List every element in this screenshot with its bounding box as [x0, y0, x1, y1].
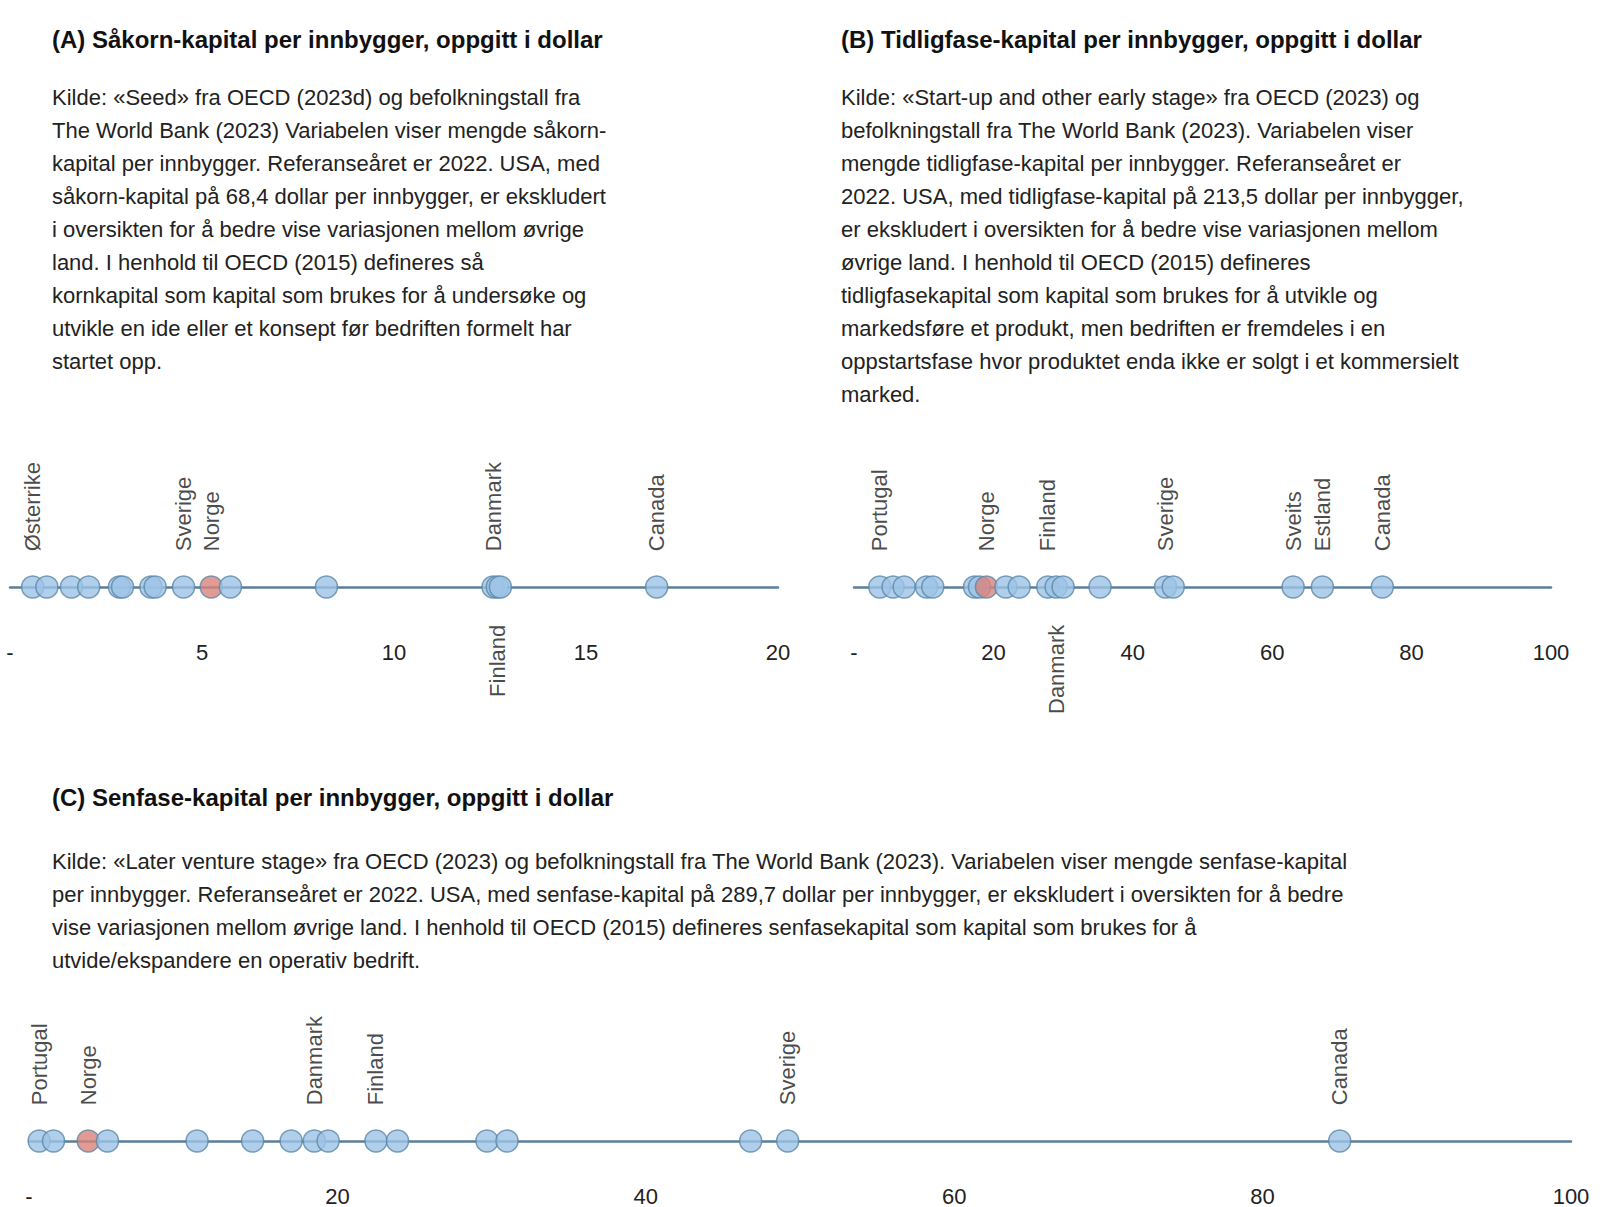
svg-text:Sverige: Sverige — [775, 1031, 800, 1106]
svg-text:utvide/ekspandere en operativ: utvide/ekspandere en operativ bedrift. — [52, 948, 420, 973]
svg-text:tidligfasekapital som kapital: tidligfasekapital som kapital som brukes… — [841, 283, 1378, 308]
svg-text:såkorn-kapital på 68,4 dollar: såkorn-kapital på 68,4 dollar per innbyg… — [52, 184, 606, 209]
svg-text:oppstartsfase hvor produktet e: oppstartsfase hvor produktet enda ikke e… — [841, 349, 1459, 374]
svg-text:Kilde: «Later venture stage» f: Kilde: «Later venture stage» fra OECD (2… — [52, 849, 1347, 874]
svg-text:Norge: Norge — [76, 1045, 101, 1105]
svg-text:Sveits: Sveits — [1281, 491, 1306, 551]
svg-text:100: 100 — [1533, 640, 1570, 665]
svg-text:Sverige: Sverige — [1153, 477, 1178, 552]
svg-text:-: - — [6, 640, 13, 665]
svg-text:Canada: Canada — [644, 473, 669, 551]
svg-text:100: 100 — [1553, 1184, 1590, 1207]
svg-text:mengde tidligfase-kapital per: mengde tidligfase-kapital per innbygger.… — [841, 151, 1401, 176]
svg-text:60: 60 — [1260, 640, 1284, 665]
svg-text:Finland: Finland — [363, 1033, 388, 1105]
svg-text:Kilde: «Seed» fra OECD (2023d): Kilde: «Seed» fra OECD (2023d) og befolk… — [52, 85, 581, 110]
svg-text:utvikle en ide eller et konsep: utvikle en ide eller et konsept før bedr… — [52, 316, 572, 341]
svg-text:kapital per innbygger. Referan: kapital per innbygger. Referanseåret er … — [52, 151, 600, 176]
svg-text:er ekskludert i oversikten for: er ekskludert i oversikten for å bedre v… — [841, 217, 1438, 242]
svg-text:2022. USA, med tidligfase-kapi: 2022. USA, med tidligfase-kapital på 213… — [841, 184, 1464, 209]
svg-text:per innbygger. Referanseåret e: per innbygger. Referanseåret er 2022. US… — [52, 882, 1343, 907]
svg-text:60: 60 — [942, 1184, 966, 1207]
svg-text:40: 40 — [1121, 640, 1145, 665]
svg-text:i oversikten for å bedre vise: i oversikten for å bedre vise variasjone… — [52, 217, 584, 242]
svg-text:kornkapital som kapital som br: kornkapital som kapital som brukes for å… — [52, 283, 586, 308]
svg-text:Canada: Canada — [1370, 473, 1395, 551]
svg-text:Finland: Finland — [1035, 479, 1060, 551]
svg-text:befolkningstall fra The World: befolkningstall fra The World Bank (2023… — [841, 118, 1413, 143]
svg-text:Estland: Estland — [1310, 478, 1335, 551]
svg-text:Canada: Canada — [1327, 1027, 1352, 1105]
svg-text:land. I henhold til OECD (2015: land. I henhold til OECD (2015) definere… — [52, 250, 484, 275]
svg-text:Norge: Norge — [974, 491, 999, 551]
svg-text:10: 10 — [382, 640, 406, 665]
svg-text:Norge: Norge — [199, 491, 224, 551]
svg-text:(B) Tidligfase-kapital per inn: (B) Tidligfase-kapital per innbygger, op… — [841, 26, 1422, 53]
svg-text:Danmark: Danmark — [1044, 624, 1069, 714]
svg-text:Kilde: «Start-up and other ear: Kilde: «Start-up and other early stage» … — [841, 85, 1419, 110]
svg-text:Portugal: Portugal — [27, 1023, 52, 1105]
svg-text:80: 80 — [1399, 640, 1423, 665]
svg-text:Portugal: Portugal — [867, 469, 892, 551]
svg-text:Finland: Finland — [485, 625, 510, 697]
svg-text:15: 15 — [574, 640, 598, 665]
svg-text:(C) Senfase-kapital per innbyg: (C) Senfase-kapital per innbygger, oppgi… — [52, 784, 613, 811]
svg-text:-: - — [850, 640, 857, 665]
svg-text:startet opp.: startet opp. — [52, 349, 162, 374]
svg-text:20: 20 — [325, 1184, 349, 1207]
svg-text:Østerrike: Østerrike — [20, 462, 45, 551]
svg-text:øvrige land. I henhold til OEC: øvrige land. I henhold til OECD (2015) d… — [841, 250, 1311, 275]
svg-text:Danmark: Danmark — [481, 461, 506, 551]
svg-text:markedsføre et produkt, men be: markedsføre et produkt, men bedriften er… — [841, 316, 1385, 341]
svg-text:marked.: marked. — [841, 382, 920, 407]
svg-text:vise variasjonen mellom øvrige: vise variasjonen mellom øvrige land. I h… — [52, 915, 1197, 940]
svg-text:80: 80 — [1250, 1184, 1274, 1207]
svg-text:(A) Såkorn-kapital per innbygg: (A) Såkorn-kapital per innbygger, oppgit… — [52, 26, 603, 53]
svg-text:40: 40 — [634, 1184, 658, 1207]
svg-text:Danmark: Danmark — [302, 1015, 327, 1105]
svg-text:5: 5 — [196, 640, 208, 665]
svg-text:-: - — [25, 1184, 32, 1207]
svg-text:20: 20 — [766, 640, 790, 665]
svg-text:Sverige: Sverige — [171, 477, 196, 552]
svg-text:The World Bank (2023) Variabel: The World Bank (2023) Variabelen viser m… — [52, 118, 606, 143]
svg-text:20: 20 — [981, 640, 1005, 665]
